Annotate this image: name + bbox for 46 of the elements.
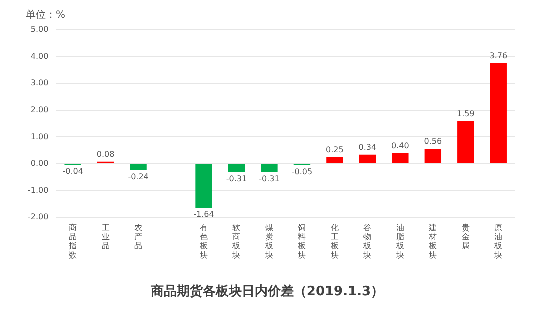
data-label: -0.05 <box>292 167 313 176</box>
x-tick-label: 化工板块 <box>330 223 339 260</box>
data-label: -0.31 <box>259 174 280 184</box>
bar <box>228 164 246 172</box>
data-label: 1.59 <box>456 109 475 118</box>
x-tick-label: 原油板块 <box>494 223 503 260</box>
data-label: -0.31 <box>226 174 248 184</box>
bar <box>196 164 212 208</box>
y-tick-label: 4.00 <box>30 52 49 61</box>
y-axis-title: 单位：% <box>26 8 66 22</box>
x-tick-label: 煤炭板块 <box>264 223 274 260</box>
x-tick-label: 软商板块 <box>232 223 241 260</box>
data-label: -0.24 <box>128 172 149 182</box>
y-tick-label: 0.00 <box>30 159 49 168</box>
x-tick-label: 商品指数 <box>68 223 78 260</box>
y-tick-label: 3.00 <box>30 78 49 88</box>
bar <box>490 63 507 164</box>
x-tick-label: 贵金属 <box>462 223 470 251</box>
x-tick-label: 饲料板块 <box>297 223 306 260</box>
data-label: 0.08 <box>96 150 115 159</box>
bar <box>359 154 376 164</box>
y-tick-label: -1.00 <box>28 186 49 195</box>
data-label: 0.34 <box>358 142 377 152</box>
x-tick-label: 工业品 <box>102 223 110 251</box>
bar <box>261 164 278 172</box>
data-label: 0.56 <box>424 137 442 146</box>
x-tick-label: 有色板块 <box>199 223 208 260</box>
x-tick-label: 谷物板块 <box>362 223 372 260</box>
data-label: 0.25 <box>326 145 344 154</box>
y-tick-label: 2.00 <box>30 105 49 114</box>
data-label: 0.40 <box>392 141 410 150</box>
bar <box>458 121 474 164</box>
bar <box>424 148 442 164</box>
data-label: -0.04 <box>62 167 84 176</box>
data-label: -1.64 <box>194 210 214 220</box>
y-tick-label: -2.00 <box>28 212 49 222</box>
x-tick-label: 建材板块 <box>428 223 438 260</box>
x-tick-label: 农产品 <box>134 223 143 251</box>
bar <box>392 153 409 164</box>
bar <box>326 157 344 164</box>
y-tick-label: 5.00 <box>30 25 49 34</box>
y-tick-label: 1.00 <box>30 132 49 142</box>
x-tick-label: 油脂板块 <box>395 223 404 260</box>
text: 商品期货各板块日内价差（2019.1.3） <box>150 284 384 300</box>
bar <box>130 164 147 170</box>
data-label: 3.76 <box>490 51 508 60</box>
